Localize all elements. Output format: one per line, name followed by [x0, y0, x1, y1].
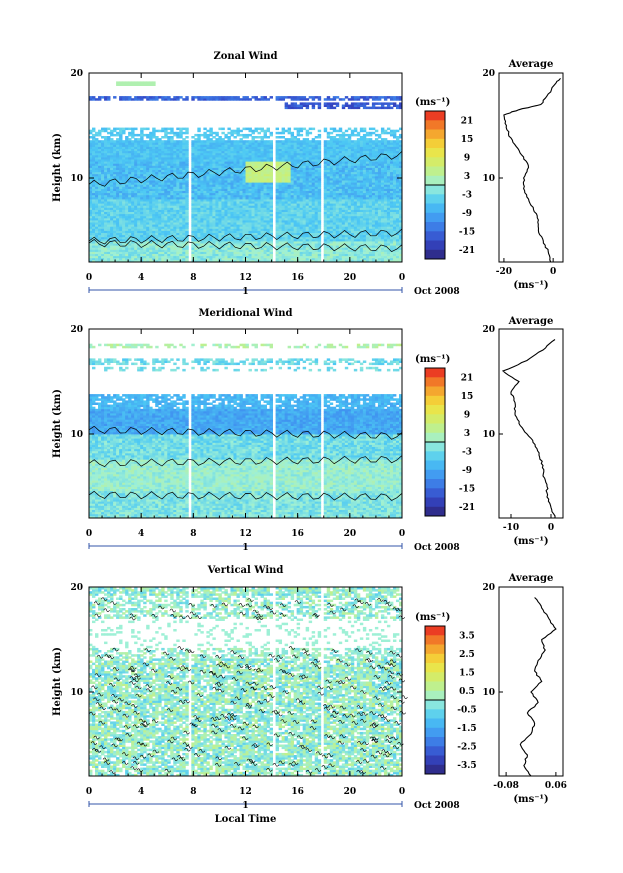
- wind-figure: Zonal Wind0 4 8 12 16 20 01020Height (km)1 Oct …: [0, 0, 623, 873]
- panel-title: Zonal Wind: [213, 51, 277, 62]
- heatmap-cells: [89, 81, 402, 262]
